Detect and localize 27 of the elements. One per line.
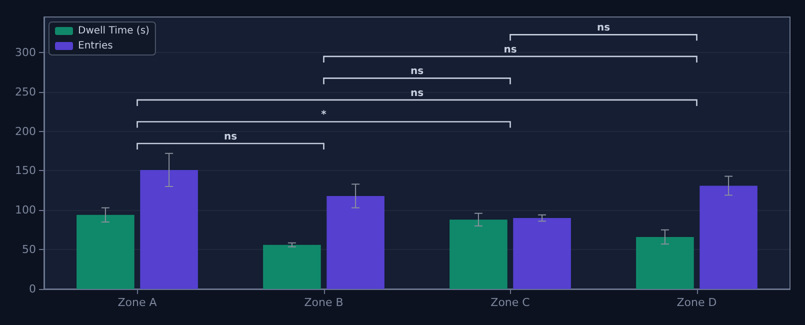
y-tick-label: 0 bbox=[29, 282, 36, 296]
y-tick-label: 150 bbox=[15, 164, 36, 178]
x-tick-label: Zone B bbox=[304, 296, 344, 309]
annotation: ns bbox=[504, 44, 517, 56]
legend-label: Dwell Time (s) bbox=[78, 26, 150, 36]
bar bbox=[636, 236, 694, 289]
annotation: ns bbox=[410, 88, 424, 99]
annotation: ns bbox=[410, 66, 424, 78]
x-tick-label: Zone C bbox=[490, 296, 530, 309]
bar bbox=[513, 218, 571, 289]
y-tick-label: 50 bbox=[22, 243, 36, 256]
annotation: * bbox=[321, 110, 328, 121]
bar bbox=[140, 170, 198, 289]
bar bbox=[700, 186, 758, 289]
bar bbox=[76, 214, 134, 289]
y-tick-label: 300 bbox=[15, 46, 36, 59]
y-tick-label: 250 bbox=[15, 85, 36, 98]
legend-label: Entries bbox=[78, 40, 113, 52]
y-tick-label: 100 bbox=[15, 204, 36, 217]
bar bbox=[263, 244, 321, 289]
x-tick-label: Zone D bbox=[676, 296, 717, 309]
annotation: ns bbox=[224, 131, 238, 142]
bar bbox=[326, 196, 384, 289]
x-tick-label: Zone A bbox=[118, 296, 158, 309]
bar bbox=[450, 220, 508, 289]
annotation: ns bbox=[596, 22, 610, 34]
y-tick-label: 200 bbox=[15, 124, 36, 138]
